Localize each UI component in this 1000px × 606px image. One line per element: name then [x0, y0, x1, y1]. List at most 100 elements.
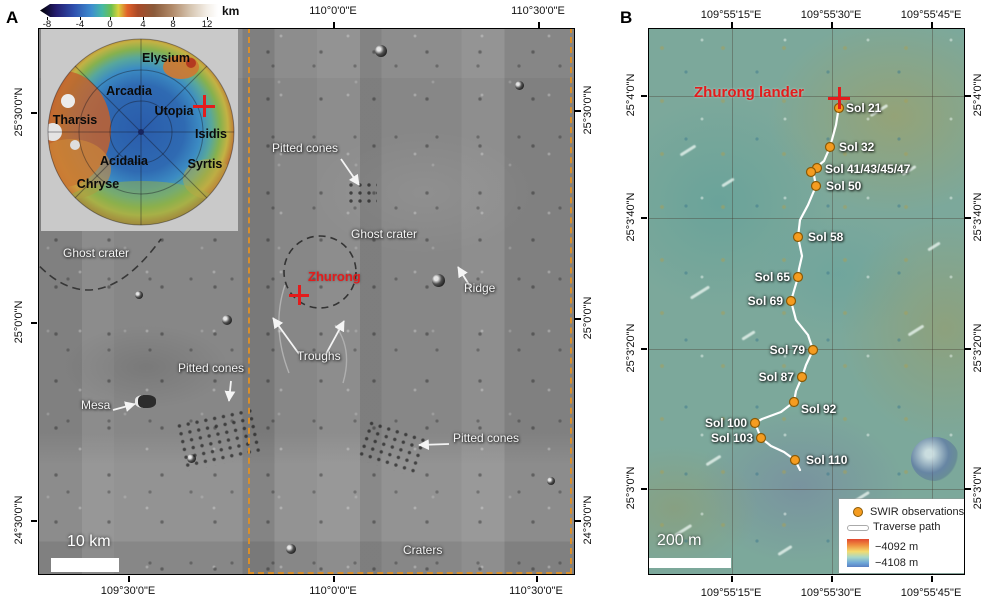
- b-left-lat-1: 25°4'0"N: [625, 73, 637, 117]
- annotation-pitted-cones-top: Pitted cones: [272, 141, 339, 155]
- colorbar-tick: [110, 17, 111, 20]
- colorbar-tick: [173, 17, 174, 20]
- axis-tick: [965, 217, 971, 219]
- colorbar-tick-label: 0: [107, 19, 113, 30]
- axis-tick: [31, 520, 37, 522]
- grid-line: [649, 218, 964, 219]
- colorbar-tick: [207, 17, 208, 20]
- colorbar-tick: [80, 17, 81, 20]
- a-right-lat-1: 25°30'0"N: [582, 85, 594, 135]
- aoi-rectangle: [248, 29, 572, 574]
- grid-line: [649, 349, 964, 350]
- crater: [515, 81, 524, 90]
- crater: [432, 274, 445, 287]
- crater: [286, 544, 296, 554]
- zhurong-lander-label: Zhurong lander: [694, 84, 804, 101]
- annotation-pitted-cones-mid: Pitted cones: [453, 431, 520, 445]
- a-left-lat-2: 25°0'0"N: [13, 300, 25, 344]
- b-top-lon-3: 109°55'45"E: [900, 9, 962, 21]
- colorbar-tick-label: -4: [75, 19, 85, 30]
- axis-tick: [641, 95, 647, 97]
- axis-tick: [965, 488, 971, 490]
- colorbar-tick-label: 12: [201, 19, 213, 30]
- legend-elev-high: −4092 m: [875, 541, 919, 553]
- swir-dot-icon: [853, 507, 863, 517]
- axis-tick: [31, 112, 37, 114]
- traverse-path: [753, 104, 841, 472]
- scalebar-a: [51, 558, 119, 572]
- panel-b-label: B: [620, 8, 633, 27]
- annotation-ridge: Ridge: [464, 281, 496, 295]
- region-acidalia: Acidalia: [100, 154, 148, 168]
- grid-line: [649, 96, 964, 97]
- b-right-lat-2: 25°3'40"N: [972, 192, 984, 242]
- annotation-troughs: Troughs: [297, 349, 341, 363]
- a-bottom-lon-2: 110°0'0"E: [309, 585, 357, 597]
- b-left-lat-3: 25°3'20"N: [625, 323, 637, 373]
- traverse-line-icon: [847, 525, 869, 531]
- elevation-gradient-icon: [847, 539, 869, 567]
- mesa-feature: [135, 395, 156, 408]
- arrow-ridge: [457, 266, 472, 289]
- axis-tick: [641, 348, 647, 350]
- b-bottom-lon-1: 109°55'15"E: [700, 587, 762, 599]
- legend-traverse-label: Traverse path: [873, 521, 941, 533]
- legend-elev-low: −4108 m: [875, 557, 919, 569]
- region-utopia: Utopia: [154, 104, 194, 118]
- grid-line: [832, 29, 833, 574]
- mars-globe-inset: Elysium Arcadia Utopia Tharsis Isidis Ac…: [41, 29, 238, 231]
- arrow-pitted-cones-left: [224, 380, 236, 402]
- a-top-lon-2: 110°30'0"E: [511, 5, 565, 17]
- a-bottom-lon-3: 110°30'0"E: [509, 585, 563, 597]
- sol-21-label: Sol 21: [846, 101, 882, 115]
- b-right-lat-4: 25°3'0"N: [972, 466, 984, 510]
- colorbar-tick-label: 4: [140, 19, 146, 30]
- elevation-colorbar-a: [40, 4, 218, 17]
- colorbar-tick-label: 8: [170, 19, 176, 30]
- axis-tick: [575, 520, 581, 522]
- axis-tick: [731, 576, 733, 582]
- ghost-crater-arc: [39, 238, 162, 291]
- arrow-troughs-left: [272, 317, 300, 355]
- legend-swir-label: SWIR observations: [870, 506, 965, 518]
- annotation-mesa: Mesa: [81, 398, 111, 412]
- sol-50-label: Sol 50: [826, 179, 862, 193]
- annotation-ghost-crater-right: Ghost crater: [351, 227, 418, 241]
- arrow-troughs-right: [325, 320, 345, 355]
- axis-tick: [333, 576, 335, 582]
- annotation-pitted-cones-left: Pitted cones: [178, 361, 245, 375]
- sol-65-label: Sol 65: [754, 270, 790, 284]
- axis-tick: [931, 576, 933, 582]
- mars-globe: [47, 38, 235, 226]
- arrow-mesa: [112, 401, 136, 412]
- crater: [222, 315, 232, 325]
- region-arcadia: Arcadia: [106, 84, 152, 98]
- region-syrtis: Syrtis: [187, 157, 223, 171]
- axis-tick: [333, 22, 335, 28]
- landing-site-cross-inset: [193, 95, 215, 117]
- blue-crater: [911, 437, 959, 481]
- axis-tick: [965, 95, 971, 97]
- axis-tick: [575, 318, 581, 320]
- crater: [135, 291, 143, 299]
- zhurong-cross-a: [289, 285, 309, 305]
- zhurong-lander-cross: [828, 87, 850, 109]
- crater: [375, 45, 387, 57]
- colorbar-unit: km: [222, 4, 240, 18]
- region-chryse: Chryse: [76, 177, 120, 191]
- crater: [547, 477, 555, 485]
- region-isidis: Isidis: [195, 127, 227, 141]
- annotation-ghost-crater-left: Ghost crater: [63, 246, 130, 260]
- map-panel-a: Pitted cones Ghost crater Zhurong Ridge …: [38, 28, 575, 575]
- sol-100-label: Sol 100: [704, 416, 747, 430]
- ghost-crater-outline: [283, 235, 357, 309]
- sol-41-label: Sol 41/43/45/47: [825, 162, 911, 176]
- a-right-lat-3: 24°30'0"N: [582, 495, 594, 545]
- scalebar-b-label: 200 m: [657, 532, 702, 549]
- b-bottom-lon-3: 109°55'45"E: [900, 587, 962, 599]
- scalebar-a-label: 10 km: [67, 533, 111, 550]
- colorbar-tick: [143, 17, 144, 20]
- map-panel-b: Zhurong lander Sol 21 Sol 32 Sol 41/43/4…: [648, 28, 965, 575]
- b-top-lon-1: 109°55'15"E: [700, 9, 762, 21]
